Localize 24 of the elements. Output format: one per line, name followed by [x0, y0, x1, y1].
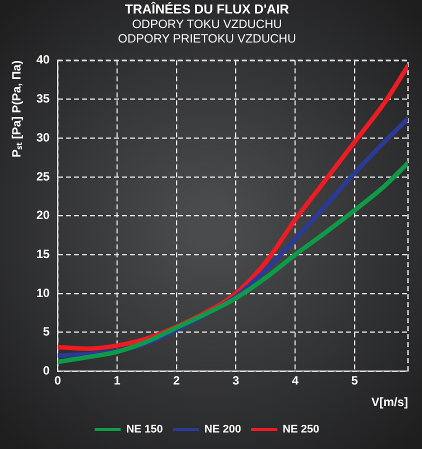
- x-axis-title: V[m/s]: [371, 395, 408, 410]
- y-tick-label: 35: [36, 92, 50, 106]
- y-tick-label: 10: [36, 286, 50, 300]
- x-tick-label: 2: [173, 374, 180, 388]
- y-axis-title: Pₛₜ [Pa] P(Pa, Па): [10, 60, 24, 158]
- x-tick-label: 1: [114, 374, 121, 388]
- chart-title: TRAÎNÉES DU FLUX D'AIR: [124, 1, 290, 16]
- y-tick-label: 40: [36, 52, 50, 67]
- legend-label: NE 150: [126, 424, 163, 436]
- legend-label: NE 250: [282, 424, 320, 436]
- line-series: [58, 160, 408, 364]
- x-tick-label: 4: [292, 374, 299, 388]
- x-tick-label: 5: [351, 374, 358, 388]
- y-tick-label: 0: [43, 364, 50, 378]
- y-tick-label: 5: [43, 324, 50, 339]
- y-tick-label: 30: [36, 130, 50, 144]
- text: ODPORY PRIETOKU VZDUCHU: [118, 32, 296, 46]
- y-tick-label: 25: [36, 169, 50, 184]
- x-tick-label: 0: [54, 374, 62, 388]
- text: ODPORY TOKU VZDUCHU: [132, 17, 282, 32]
- y-tick-label: 15: [36, 246, 50, 261]
- legend-label: NE 200: [204, 424, 242, 436]
- x-tick-label: 3: [232, 374, 240, 388]
- y-tick-label: 20: [36, 208, 50, 222]
